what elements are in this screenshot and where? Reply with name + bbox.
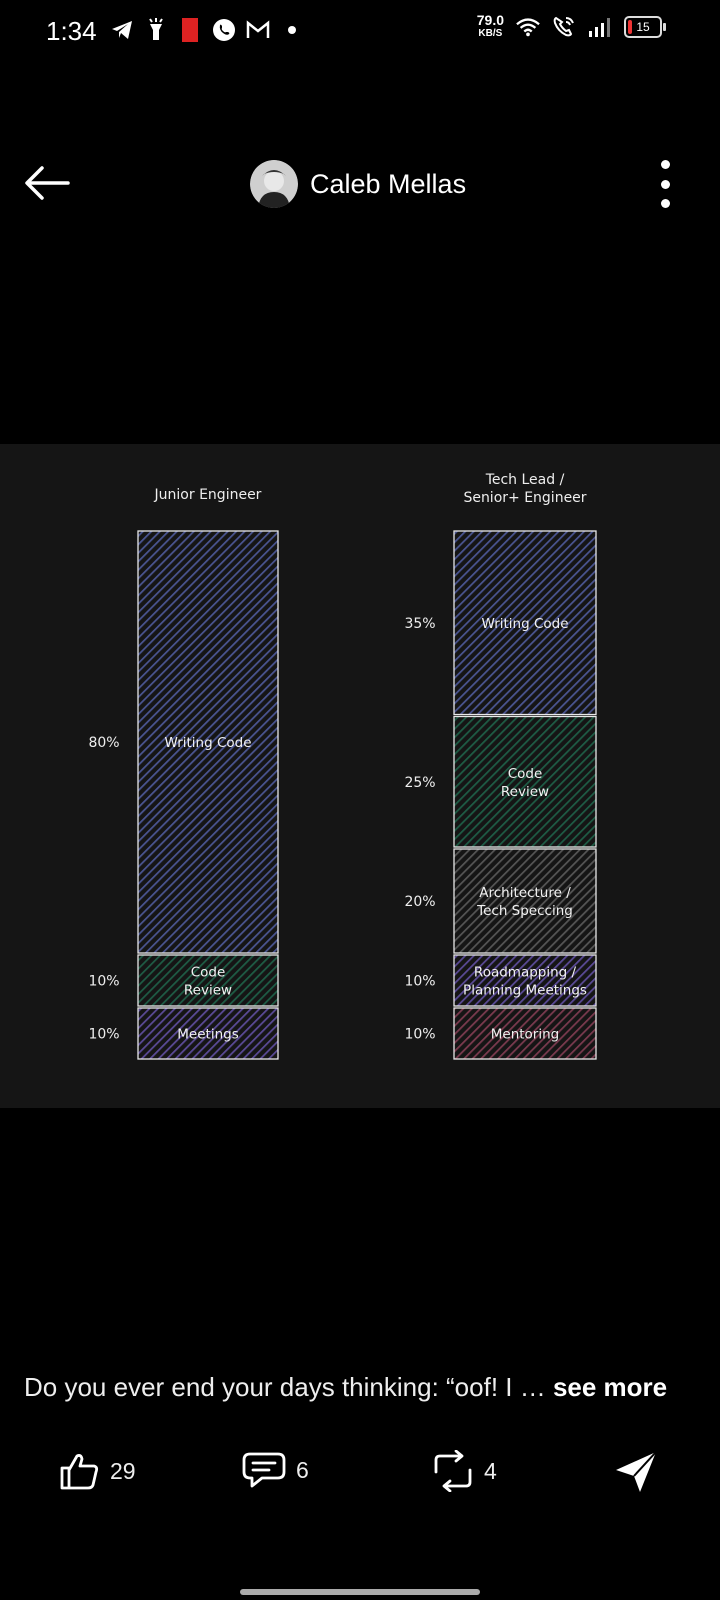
segment-label: Planning Meetings (463, 983, 587, 999)
bar-segment (137, 954, 279, 1007)
comment-button[interactable]: 6 (242, 1450, 309, 1490)
back-arrow-icon (25, 166, 70, 200)
percent-label: 10% (88, 974, 119, 990)
network-speed-unit: KB/S (478, 28, 503, 39)
status-right: 79.0 KB/S 15 (476, 12, 666, 40)
bar-segment (453, 530, 597, 716)
repost-count: 4 (484, 1457, 497, 1484)
wifi-calling-icon (552, 15, 576, 39)
percent-label: 80% (88, 735, 119, 751)
wifi-icon (516, 15, 540, 39)
segment-label: Review (501, 784, 549, 800)
whatsapp-icon (212, 18, 236, 42)
notification-icon (178, 18, 202, 42)
battery-icon: 15 (624, 16, 666, 38)
comment-icon (242, 1452, 286, 1488)
gmail-icon (246, 18, 270, 42)
segment-label: Code (508, 766, 543, 782)
caption-text: Do you ever end your days thinking: “oof… (24, 1372, 546, 1402)
segment-label: Meetings (177, 1027, 238, 1043)
send-button[interactable] (614, 1450, 658, 1494)
percent-label: 10% (404, 974, 435, 990)
network-speed-value: 79.0 (476, 12, 504, 28)
like-count: 29 (110, 1457, 136, 1484)
author-name[interactable]: Caleb Mellas (310, 168, 467, 199)
percent-label: 10% (404, 1027, 435, 1043)
column-title: Senior+ Engineer (463, 490, 586, 506)
bar-segment (137, 530, 279, 954)
signal-icon (588, 15, 612, 39)
segment-label: Roadmapping / (474, 965, 577, 981)
column-title: Tech Lead / (485, 472, 565, 488)
percent-label: 10% (88, 1027, 119, 1043)
repost-icon (434, 1450, 472, 1492)
bar-segment (453, 954, 597, 1007)
stacked-bar-chart: Junior Engineer Writing Code 80% Code Review… (88, 472, 597, 1060)
battery-level: 15 (636, 20, 650, 34)
avatar[interactable] (250, 160, 298, 208)
home-indicator[interactable] (240, 1589, 480, 1595)
like-button[interactable]: 29 (58, 1450, 136, 1492)
telegram-icon (110, 18, 134, 42)
segment-label: Writing Code (481, 616, 568, 632)
percent-label: 20% (404, 894, 435, 910)
segment-label: Architecture / (479, 885, 571, 901)
notification-icons (110, 18, 304, 42)
post-caption[interactable]: Do you ever end your days thinking: “oof… (24, 1372, 704, 1403)
percent-label: 35% (404, 616, 435, 632)
status-bar: 1:34 79.0 KB/S (0, 0, 720, 64)
dot-icon (280, 18, 304, 42)
bar-segment (453, 715, 597, 848)
see-more-link[interactable]: see more (552, 1372, 668, 1402)
post-image[interactable]: Junior Engineer Writing Code 80% Code Review… (0, 444, 720, 1108)
segment-label: Tech Speccing (476, 903, 573, 919)
back-button[interactable] (22, 158, 72, 208)
status-time: 1:34 (46, 16, 97, 46)
flashlight-icon (144, 18, 168, 42)
comment-count: 6 (296, 1456, 309, 1483)
author-info[interactable]: Caleb Mellas (250, 160, 466, 208)
segment-label: Review (184, 983, 232, 999)
more-vert-icon (660, 160, 670, 169)
segment-label: Writing Code (164, 735, 251, 751)
bar-segment (453, 848, 597, 954)
segment-label: Mentoring (491, 1027, 560, 1043)
thumbs-up-icon (60, 1454, 99, 1490)
column-title: Junior Engineer (154, 487, 262, 503)
repost-button[interactable]: 4 (432, 1450, 497, 1492)
action-bar: 29 6 4 (0, 1442, 720, 1502)
post-header: Caleb Mellas (0, 140, 720, 230)
network-speed: 79.0 KB/S (476, 12, 504, 40)
percent-label: 25% (404, 775, 435, 791)
bar-segment (137, 1007, 279, 1060)
send-icon (616, 1451, 657, 1492)
bar-segment (453, 1007, 597, 1060)
more-options-button[interactable] (650, 160, 680, 208)
segment-label: Code (191, 965, 226, 981)
